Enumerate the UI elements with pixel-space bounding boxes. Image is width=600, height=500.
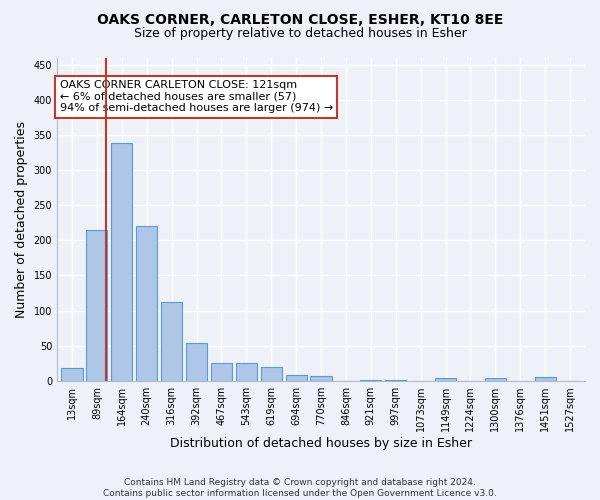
X-axis label: Distribution of detached houses by size in Esher: Distribution of detached houses by size … — [170, 437, 472, 450]
Bar — [385, 380, 406, 381]
Bar — [535, 378, 556, 381]
Bar — [61, 368, 83, 381]
Bar — [310, 376, 332, 381]
Text: OAKS CORNER CARLETON CLOSE: 121sqm
← 6% of detached houses are smaller (57)
94% : OAKS CORNER CARLETON CLOSE: 121sqm ← 6% … — [59, 80, 333, 114]
Bar — [286, 374, 307, 381]
Text: Size of property relative to detached houses in Esher: Size of property relative to detached ho… — [134, 28, 466, 40]
Bar — [211, 362, 232, 381]
Bar — [136, 226, 157, 381]
Bar — [86, 230, 107, 381]
Bar — [485, 378, 506, 381]
Bar — [186, 343, 207, 381]
Bar — [111, 144, 133, 381]
Text: OAKS CORNER, CARLETON CLOSE, ESHER, KT10 8EE: OAKS CORNER, CARLETON CLOSE, ESHER, KT10… — [97, 12, 503, 26]
Text: Contains HM Land Registry data © Crown copyright and database right 2024.
Contai: Contains HM Land Registry data © Crown c… — [103, 478, 497, 498]
Bar — [260, 367, 282, 381]
Bar — [360, 380, 382, 381]
Bar — [236, 362, 257, 381]
Bar — [435, 378, 456, 381]
Y-axis label: Number of detached properties: Number of detached properties — [15, 120, 28, 318]
Bar — [161, 302, 182, 381]
